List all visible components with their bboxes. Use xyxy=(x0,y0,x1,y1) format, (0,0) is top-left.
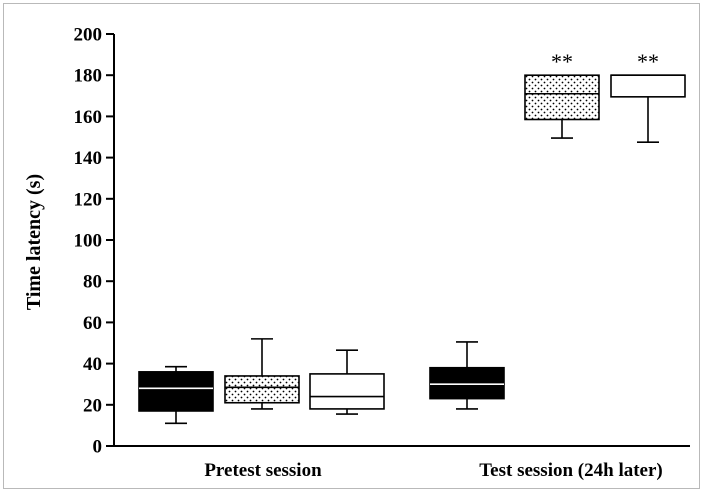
significance-label: ** xyxy=(551,49,573,74)
box-body xyxy=(610,74,686,98)
box-6: ** xyxy=(610,49,686,143)
y-tick-label-180: 180 xyxy=(74,66,103,87)
box-body xyxy=(309,373,385,410)
box-4 xyxy=(429,341,505,410)
box-3 xyxy=(309,349,385,415)
boxes: ** ** xyxy=(138,49,686,425)
box-1 xyxy=(138,365,214,425)
box-2 xyxy=(224,338,300,410)
y-axis-title: Time latency (s) xyxy=(23,174,45,310)
y-tick-label-60: 60 xyxy=(83,313,102,334)
y-tick-label-160: 160 xyxy=(74,107,103,128)
y-tick-label-80: 80 xyxy=(83,272,102,293)
box-body xyxy=(138,371,214,412)
y-tick-label-200: 200 xyxy=(74,25,103,46)
y-tick-label-120: 120 xyxy=(74,189,103,210)
y-tick-label-140: 140 xyxy=(74,148,103,169)
y-tick-label-0: 0 xyxy=(93,437,103,458)
x-axis: Pretest session Test session (24h later) xyxy=(114,445,690,481)
box-body xyxy=(524,74,600,121)
box-body xyxy=(429,366,505,400)
y-axis: 0 20 40 60 80 100 120 140 160 180 200 xyxy=(74,25,115,458)
box-5: ** xyxy=(524,49,600,139)
y-tick-label-40: 40 xyxy=(83,354,102,375)
x-category-label-2: Test session (24h later) xyxy=(479,460,663,481)
box-body xyxy=(224,375,300,404)
significance-label: ** xyxy=(637,49,659,74)
y-tick-label-20: 20 xyxy=(83,395,102,416)
x-category-label-1: Pretest session xyxy=(204,460,322,481)
y-tick-label-100: 100 xyxy=(74,231,103,252)
